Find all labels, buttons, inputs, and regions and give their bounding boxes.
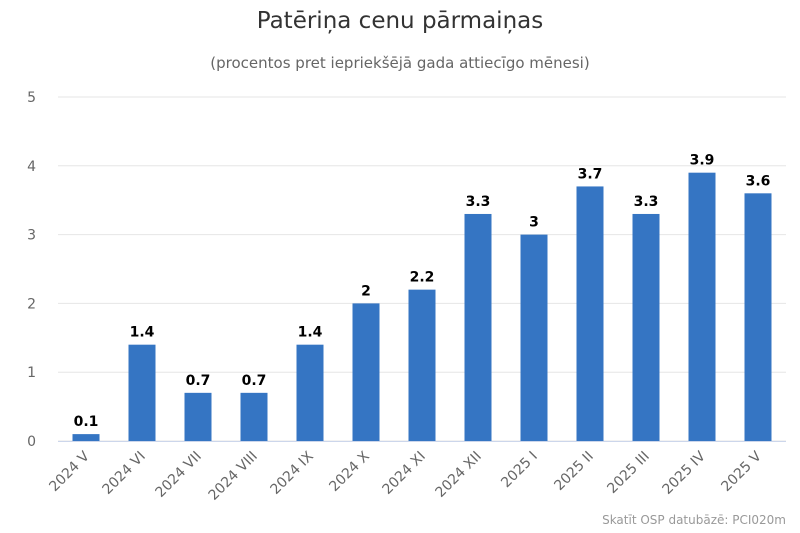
bar [128, 344, 156, 441]
x-tick-label: 2024 VII [153, 449, 205, 501]
y-tick-label: 0 [27, 434, 36, 450]
y-tick-label: 1 [27, 365, 36, 381]
x-tick-label: 2024 XI [379, 449, 428, 498]
y-tick-label: 4 [27, 159, 36, 175]
bar [744, 193, 772, 441]
x-tick-label: 2024 VI [99, 449, 148, 498]
chart-title: Patēriņa cenu pārmaiņas [256, 8, 544, 34]
x-tick-label: 2025 IV [659, 448, 709, 498]
x-tick-label: 2024 VIII [206, 449, 261, 504]
data-label: 0.7 [186, 373, 211, 389]
x-tick-label: 2024 IX [267, 448, 317, 498]
bar [184, 392, 212, 441]
x-tick-label: 2025 II [551, 449, 596, 494]
bar [632, 213, 660, 441]
bar [688, 172, 716, 441]
bar [72, 434, 100, 441]
bar [352, 303, 380, 441]
bar [408, 289, 436, 441]
data-label: 3.7 [578, 166, 603, 182]
bar [576, 186, 604, 441]
data-label: 3.6 [746, 173, 771, 189]
data-label: 0.1 [74, 414, 99, 430]
y-tick-label: 2 [27, 296, 36, 312]
bar [240, 392, 268, 441]
chart-subtitle: (procentos pret iepriekšējā gada attiecī… [210, 54, 590, 72]
bar [296, 344, 324, 441]
data-label: 3.3 [466, 194, 491, 210]
data-label: 2 [361, 283, 371, 299]
x-tick-label: 2024 XII [433, 449, 485, 501]
x-tick-label: 2025 I [498, 449, 541, 492]
data-label: 1.4 [130, 325, 155, 341]
x-tick-label: 2024 X [326, 448, 373, 495]
source-credit-link[interactable]: Skatīt OSP datubāzē: PCI020m [602, 513, 786, 527]
x-tick-label: 2025 III [604, 449, 652, 497]
bar [520, 234, 548, 441]
data-label: 0.7 [242, 373, 267, 389]
bar [464, 213, 492, 441]
data-label: 3.9 [690, 153, 715, 169]
x-tick-label: 2024 V [46, 448, 93, 495]
y-tick-label: 3 [27, 228, 36, 244]
data-label: 3 [529, 215, 539, 231]
data-label: 3.3 [634, 194, 659, 210]
y-tick-label: 5 [27, 90, 36, 106]
data-label: 2.2 [410, 270, 435, 286]
data-label: 1.4 [298, 325, 323, 341]
x-tick-label: 2025 V [718, 448, 765, 495]
